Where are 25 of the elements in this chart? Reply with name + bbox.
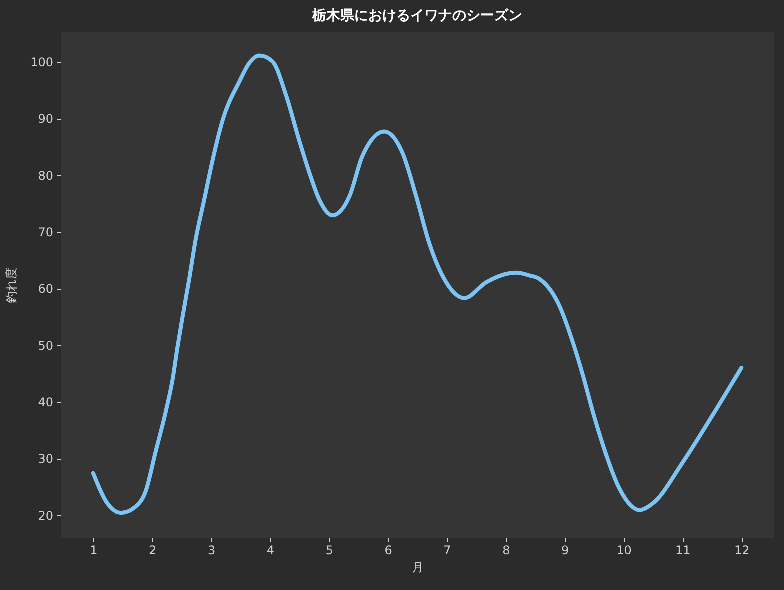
- x-tick-label: 12: [734, 544, 750, 558]
- x-tick-label: 8: [502, 544, 510, 558]
- x-tick-label: 5: [326, 544, 334, 558]
- x-tick-label: 9: [561, 544, 570, 558]
- x-tick-label: 11: [676, 544, 691, 558]
- line-series: [91, 54, 744, 516]
- y-tick-label: 20: [38, 508, 54, 523]
- x-tick-label: 2: [149, 544, 157, 558]
- y-axis-title: 釣れ度: [4, 268, 19, 304]
- y-tick-label: 60: [38, 282, 54, 296]
- x-tick-label: 1: [90, 544, 98, 558]
- y-tick-label: 40: [38, 396, 54, 410]
- y-tick-label: 70: [38, 226, 54, 240]
- x-tick-label: 7: [444, 544, 452, 558]
- x-tick-label: 4: [266, 544, 275, 558]
- chart-title: 栃木県におけるイワナのシーズン: [312, 8, 522, 24]
- x-tick-label: 3: [208, 544, 216, 558]
- y-tick-label: 80: [38, 168, 54, 183]
- y-tick-label: 90: [38, 112, 54, 126]
- y-tick-label: 100: [30, 56, 54, 70]
- y-tick-label: 30: [38, 452, 54, 466]
- x-tick-label: 6: [384, 544, 392, 558]
- x-tick-label: 10: [616, 544, 632, 558]
- x-axis-title: 月: [412, 560, 424, 574]
- y-tick-label: 50: [38, 338, 54, 353]
